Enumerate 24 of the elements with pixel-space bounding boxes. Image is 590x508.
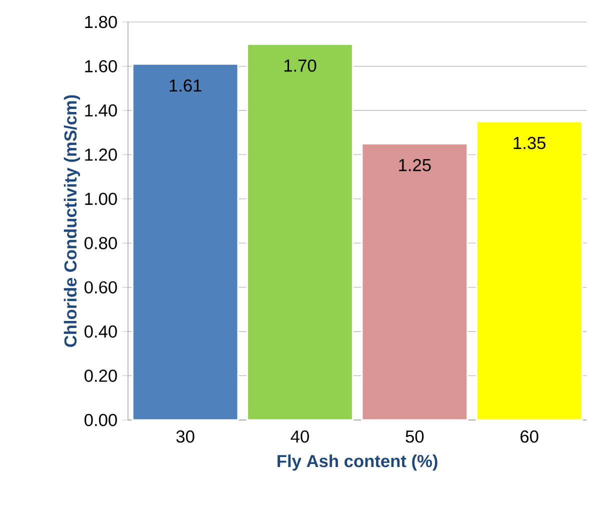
x-tick-label: 60 — [520, 430, 538, 443]
bar — [132, 63, 239, 421]
y-tick-label: 0.20 — [84, 370, 117, 382]
y-tick-label: 0.80 — [84, 236, 117, 250]
bar — [246, 43, 354, 421]
y-axis-title: Chloride Conductivity (mS/cm) — [64, 95, 80, 347]
x-axis-title: Fly Ash content (%) — [278, 454, 438, 471]
x-tick-label: 50 — [406, 430, 424, 443]
y-tick-label: 0.00 — [84, 414, 117, 426]
y-tick-label: 1.60 — [85, 60, 117, 72]
data-label: 1.35 — [514, 136, 546, 150]
bar — [476, 120, 583, 421]
y-tick-label: 0.60 — [84, 281, 117, 294]
data-label: 1.61 — [170, 79, 202, 92]
y-tick-label: 0.40 — [84, 325, 117, 338]
data-label: 1.25 — [399, 158, 431, 172]
y-tick-label: 1.80 — [85, 16, 117, 28]
x-tick-label: 30 — [176, 430, 194, 443]
x-tick-label: 40 — [290, 430, 309, 443]
y-tick-label: 1.00 — [85, 192, 117, 206]
y-tick-label: 1.40 — [85, 104, 117, 117]
y-tick-label: 1.20 — [85, 148, 117, 161]
bar — [361, 142, 468, 421]
data-label: 1.70 — [284, 59, 316, 72]
